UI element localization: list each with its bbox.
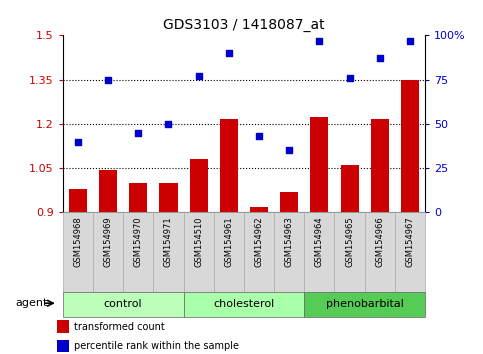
Text: GSM154965: GSM154965	[345, 216, 354, 267]
Text: GSM154967: GSM154967	[405, 216, 414, 267]
Bar	[250, 206, 268, 212]
Bar	[304, 212, 334, 292]
Text: GSM154968: GSM154968	[73, 216, 83, 267]
Bar	[123, 212, 154, 292]
Bar	[93, 212, 123, 292]
Point	[104, 77, 112, 82]
Text: GSM154970: GSM154970	[134, 216, 143, 267]
Point	[255, 133, 263, 139]
Bar	[213, 212, 244, 292]
Point	[134, 130, 142, 136]
Text: GSM154969: GSM154969	[103, 216, 113, 267]
Bar	[341, 165, 358, 212]
Text: GSM154963: GSM154963	[284, 216, 294, 267]
Bar	[395, 212, 425, 292]
Bar	[334, 212, 365, 292]
Bar	[57, 340, 69, 352]
Text: control: control	[104, 299, 142, 309]
Bar	[129, 183, 147, 212]
Bar	[280, 192, 298, 212]
Bar	[401, 80, 419, 212]
Bar	[63, 212, 93, 292]
Text: percentile rank within the sample: percentile rank within the sample	[74, 341, 240, 351]
Bar	[184, 212, 213, 292]
Bar	[274, 212, 304, 292]
Bar	[99, 170, 117, 212]
Bar	[311, 116, 328, 212]
Text: GSM154971: GSM154971	[164, 216, 173, 267]
Bar	[63, 292, 184, 317]
Point	[346, 75, 354, 81]
Bar	[304, 292, 425, 317]
Text: GSM154510: GSM154510	[194, 216, 203, 267]
Point	[74, 139, 82, 144]
Bar	[154, 212, 184, 292]
Bar	[184, 292, 304, 317]
Point	[406, 38, 414, 44]
Bar	[371, 119, 389, 212]
Bar	[244, 212, 274, 292]
Point	[315, 38, 323, 44]
Text: GSM154964: GSM154964	[315, 216, 324, 267]
Text: GSM154966: GSM154966	[375, 216, 384, 267]
Text: cholesterol: cholesterol	[213, 299, 274, 309]
Text: phenobarbital: phenobarbital	[326, 299, 404, 309]
Point	[165, 121, 172, 127]
Bar	[220, 119, 238, 212]
Bar	[159, 183, 178, 212]
Text: transformed count: transformed count	[74, 321, 165, 332]
Bar	[189, 159, 208, 212]
Title: GDS3103 / 1418087_at: GDS3103 / 1418087_at	[163, 18, 325, 32]
Text: GSM154961: GSM154961	[224, 216, 233, 267]
Bar	[69, 189, 87, 212]
Point	[225, 50, 233, 56]
Point	[376, 56, 384, 61]
Text: agent: agent	[15, 298, 48, 308]
Text: GSM154962: GSM154962	[255, 216, 264, 267]
Bar	[365, 212, 395, 292]
Point	[285, 148, 293, 153]
Bar	[57, 320, 69, 333]
Point	[195, 73, 202, 79]
